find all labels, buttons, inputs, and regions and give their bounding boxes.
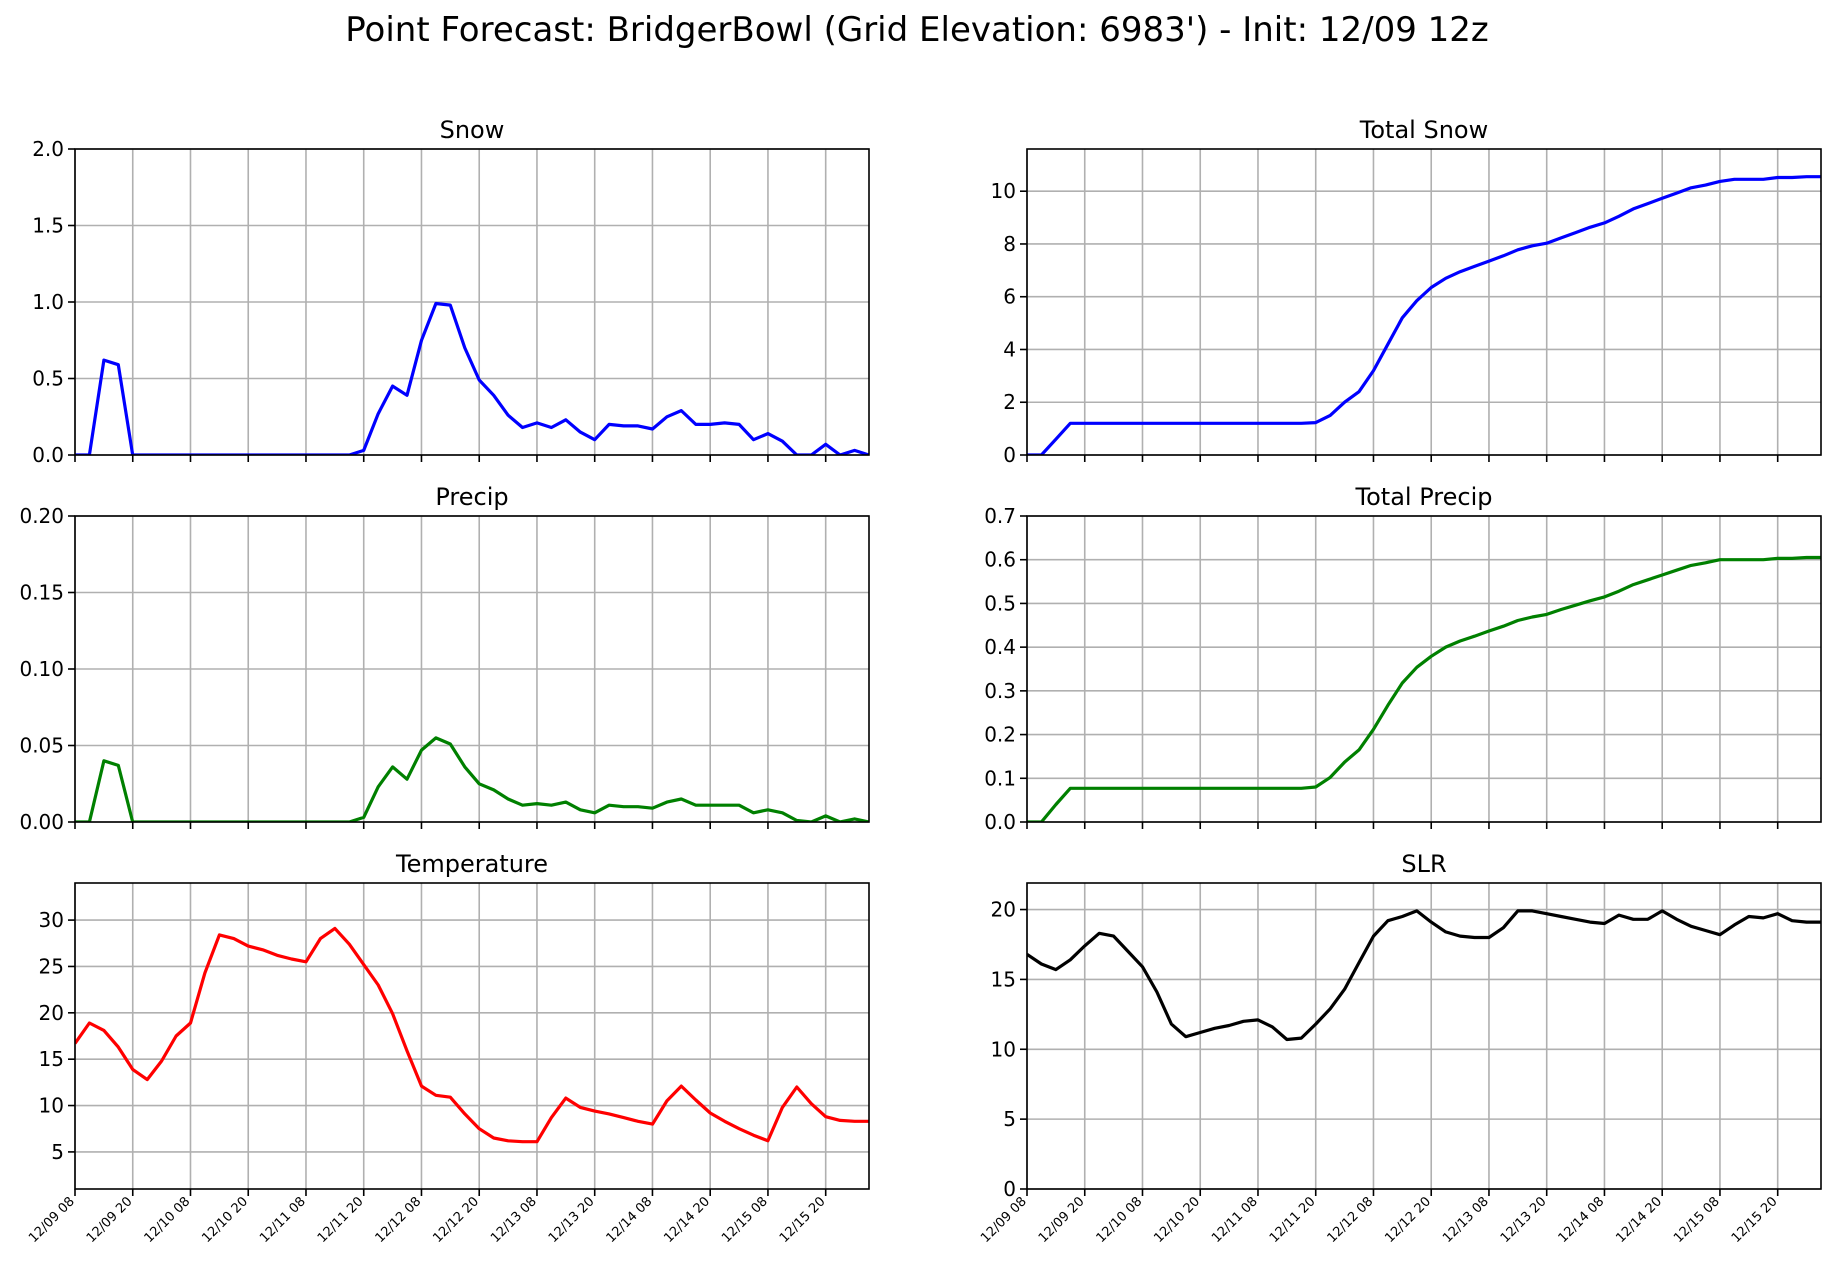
slr-ytick-label-3: 15: [991, 967, 1016, 991]
panel-total-snow: 0 2 4 6 8 10 Total Snow: [991, 116, 1822, 467]
slr-ytick-label-2: 10: [991, 1037, 1016, 1061]
total-precip-title: Total Precip: [1355, 483, 1493, 511]
slr-ytick-label-1: 5: [1003, 1107, 1016, 1131]
temperature-ytick-label-0: 5: [51, 1140, 64, 1164]
precip-series-line: [75, 736, 869, 822]
slr-ytick-label-4: 20: [991, 898, 1016, 922]
total-precip-ytick-label-7: 0.7: [984, 504, 1016, 528]
temperature-ytick-label-1: 10: [39, 1094, 64, 1118]
total-precip-ytick-label-5: 0.5: [984, 591, 1016, 615]
precip-ytick-label-0: 0.00: [19, 810, 64, 834]
total-precip-ytick-label-4: 0.4: [984, 635, 1016, 659]
precip-ytick-label-4: 0.20: [19, 504, 64, 528]
precip-ytick-label-2: 0.10: [19, 657, 64, 681]
temperature-axes-frame: [74, 882, 870, 1190]
precip-ytick-label-1: 0.05: [19, 734, 64, 758]
total-precip-ytick-label-1: 0.1: [984, 766, 1016, 790]
total-precip-ytick-label-2: 0.2: [984, 723, 1016, 747]
snow-ytick-label-0: 0.0: [32, 443, 64, 467]
total-precip-axes-frame: [1026, 515, 1822, 823]
panel-precip: 0.00 0.05 0.10 0.15 0.20 Precip: [19, 483, 870, 834]
snow-ytick-label-2: 1.0: [32, 290, 64, 314]
panel-snow: 0.0 0.5 1.0 1.5 2.0 Snow: [32, 116, 870, 467]
temperature-ytick-label-2: 15: [39, 1047, 64, 1071]
total-snow-ytick-label-2: 4: [1003, 337, 1016, 361]
total-snow-ytick-label-4: 8: [1003, 232, 1016, 256]
temperature-series-line: [75, 926, 869, 1144]
total-snow-ytick-label-0: 0: [1003, 443, 1016, 467]
snow-ytick-label-3: 1.5: [32, 214, 64, 238]
slr-title: SLR: [1401, 850, 1446, 878]
slr-series-line: [1027, 909, 1821, 1042]
total-precip-ytick-label-0: 0.0: [984, 810, 1016, 834]
snow-ytick-label-4: 2.0: [32, 137, 64, 161]
total-snow-ytick-label-3: 6: [1003, 285, 1016, 309]
panel-total-precip: 0.0 0.1 0.2 0.3 0.4 0.5 0.6 0.7 Total Precip: [984, 483, 1822, 834]
precip-title: Precip: [435, 483, 508, 511]
total-snow-ytick-label-5: 10: [991, 179, 1016, 203]
snow-ytick-label-1: 0.5: [32, 367, 64, 391]
slr-ytick-label-0: 0: [1003, 1177, 1016, 1201]
total-precip-ytick-label-6: 0.6: [984, 548, 1016, 572]
total-precip-series-line: [1027, 555, 1821, 822]
total-snow-axes-frame: [1026, 148, 1822, 456]
temperature-title: Temperature: [395, 850, 548, 878]
precip-ytick-label-3: 0.15: [19, 581, 64, 605]
snow-series-line: [75, 301, 869, 455]
figure-title: Point Forecast: BridgerBowl (Grid Elevat…: [345, 10, 1489, 50]
total-snow-ytick-label-1: 2: [1003, 390, 1016, 414]
snow-title: Snow: [440, 116, 505, 144]
temperature-ytick-label-3: 20: [39, 1001, 64, 1025]
slr-axes-frame: [1026, 882, 1822, 1190]
total-precip-ytick-label-3: 0.3: [984, 679, 1016, 703]
total-snow-title: Total Snow: [1359, 116, 1488, 144]
temperature-ytick-label-5: 30: [39, 908, 64, 932]
temperature-ytick-label-4: 25: [39, 954, 64, 978]
total-snow-series-line: [1027, 175, 1821, 455]
